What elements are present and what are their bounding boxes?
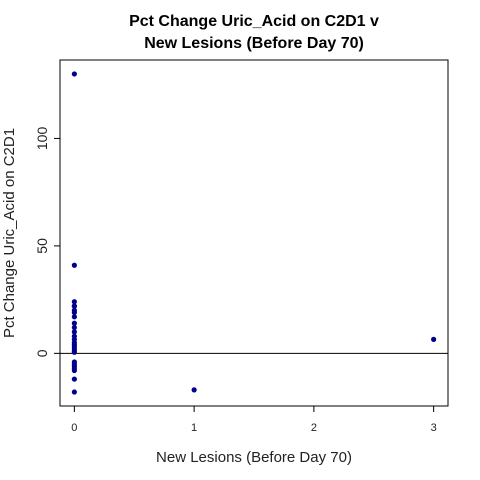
- data-point: [71, 299, 77, 305]
- data-point: [71, 367, 77, 374]
- y-tick-label: 100: [34, 127, 50, 151]
- chart-title-line-1: Pct Change Uric_Acid on C2D1 v: [129, 13, 379, 30]
- data-point: [71, 314, 77, 320]
- x-tick-label: 1: [191, 422, 197, 434]
- data-point: [71, 262, 77, 268]
- data-point: [191, 387, 197, 393]
- x-axis-label: New Lesions (Before Day 70): [156, 449, 352, 466]
- y-tick-label: 0: [34, 349, 50, 357]
- data-points: [71, 71, 437, 395]
- x-axis: 0 1 2 3: [71, 406, 437, 434]
- x-tick-label: 2: [311, 422, 317, 434]
- x-tick-label: 0: [71, 422, 77, 434]
- data-point: [431, 336, 437, 342]
- data-point: [71, 349, 77, 355]
- data-point: [71, 329, 77, 335]
- data-point: [71, 376, 77, 382]
- plot-frame: [59, 59, 449, 407]
- data-point: [71, 324, 77, 331]
- y-tick-label: 50: [34, 238, 50, 254]
- data-point: [71, 320, 77, 326]
- y-axis-label: Pct Change Uric_Acid on C2D1: [1, 128, 18, 338]
- data-point: [71, 389, 77, 395]
- data-point: [71, 303, 77, 309]
- data-point: [71, 309, 77, 316]
- chart-title-line-2: New Lesions (Before Day 70): [144, 35, 364, 52]
- data-point: [71, 71, 77, 77]
- y-axis: 0 50 100: [34, 127, 60, 357]
- x-tick-label: 3: [431, 422, 437, 434]
